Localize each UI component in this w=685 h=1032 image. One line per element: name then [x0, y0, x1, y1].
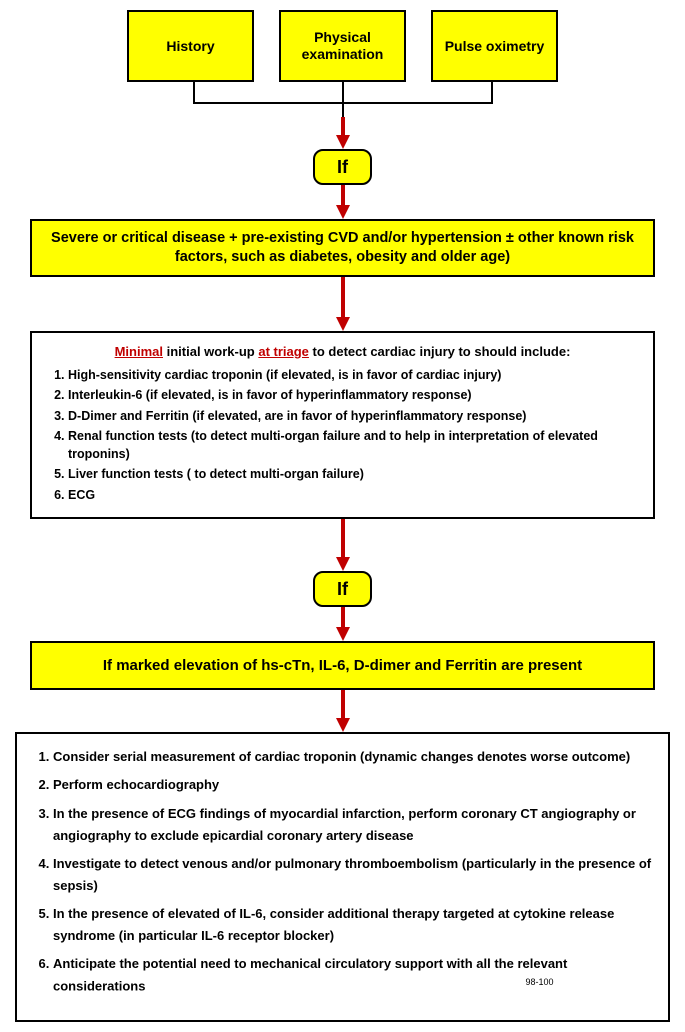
workup-item: Renal function tests (to detect multi-or… [68, 428, 639, 463]
arrow-5 [10, 607, 675, 641]
if-box-2: If [313, 571, 372, 607]
workup-list: High-sensitivity cardiac troponin (if el… [68, 367, 639, 505]
box-history: History [127, 10, 254, 82]
workup-box: Minimal initial work-up at triage to det… [30, 331, 655, 520]
workup-heading: Minimal initial work-up at triage to det… [46, 343, 639, 361]
workup-item: ECG [68, 487, 639, 505]
box-pulse-oximetry: Pulse oximetry [431, 10, 558, 82]
top-boxes-row: History Physical examination Pulse oxime… [10, 10, 675, 82]
if-box-1: If [313, 149, 372, 185]
arrow-4 [10, 519, 675, 571]
reference-sup: 98-100 [525, 977, 553, 987]
arrow-2 [10, 185, 675, 219]
criteria-box: Severe or critical disease + pre-existin… [30, 219, 655, 277]
marked-elevation-box: If marked elevation of hs-cTn, IL-6, D-d… [30, 641, 655, 690]
actions-list: Consider serial measurement of cardiac t… [35, 746, 654, 997]
action-item: In the presence of elevated of IL-6, con… [53, 903, 654, 947]
arrow-6 [10, 690, 675, 732]
action-item: Perform echocardiography [53, 774, 654, 796]
action-item: In the presence of ECG findings of myoca… [53, 803, 654, 847]
workup-item: Liver function tests ( to detect multi-o… [68, 466, 639, 484]
workup-item: High-sensitivity cardiac troponin (if el… [68, 367, 639, 385]
arrow-1 [10, 117, 675, 149]
box-physical-exam: Physical examination [279, 10, 406, 82]
action-item: Investigate to detect venous and/or pulm… [53, 853, 654, 897]
action-item: Anticipate the potential need to mechani… [53, 953, 654, 998]
workup-item: Interleukin-6 (if elevated, is in favor … [68, 387, 639, 405]
bracket-connector [193, 82, 493, 117]
action-item: Consider serial measurement of cardiac t… [53, 746, 654, 768]
workup-item: D-Dimer and Ferritin (if elevated, are i… [68, 408, 639, 426]
actions-box: Consider serial measurement of cardiac t… [15, 732, 670, 1021]
arrow-3 [10, 277, 675, 331]
